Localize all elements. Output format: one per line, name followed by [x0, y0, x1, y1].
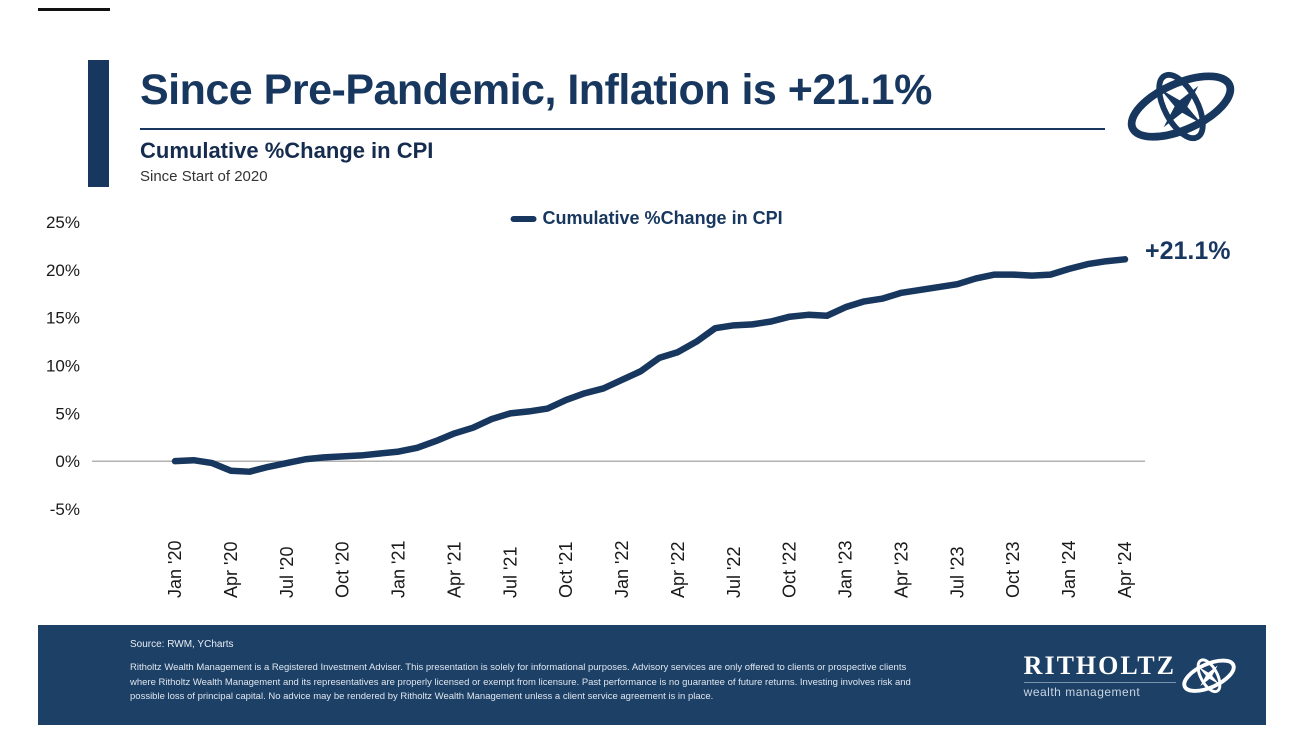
source-attribution: Source: RWM, YCharts [130, 639, 234, 650]
legend-label: Cumulative %Change in CPI [542, 208, 783, 228]
y-tick-label: 5% [55, 404, 80, 423]
x-tick-label: Apr '21 [444, 542, 464, 598]
rwm-compass-logo-footer-icon [1182, 658, 1236, 694]
x-tick-label: Apr '20 [221, 542, 241, 598]
x-tick-label: Jul '23 [947, 547, 967, 598]
x-tick-label: Jan '24 [1059, 541, 1079, 598]
rwm-compass-logo-icon [1127, 72, 1235, 142]
y-tick-label: 25% [46, 213, 80, 232]
title-accent-bar [88, 60, 109, 187]
legend-line-swatch [510, 215, 537, 222]
chart-legend: Cumulative %Change in CPI [510, 208, 783, 229]
x-tick-label: Jan '22 [612, 541, 632, 598]
page-title: Since Pre-Pandemic, Inflation is +21.1% [140, 66, 932, 114]
line-end-value-label: +21.1% [1145, 237, 1231, 265]
x-tick-label: Apr '22 [668, 542, 688, 598]
x-tick-label: Oct '21 [556, 542, 576, 598]
y-tick-label: 15% [46, 309, 80, 328]
y-tick-label: 0% [55, 452, 80, 471]
cpi-line-chart: 25% 20% 15% 10% 5% 0% -5% Jan '20 Apr '20 Jul '20… [46, 213, 1145, 598]
chart-subsubtitle: Since Start of 2020 [140, 168, 268, 185]
x-tick-label: Jan '23 [836, 541, 856, 598]
x-tick-label: Apr '23 [891, 542, 911, 598]
brand-block: RITHOLTZ wealth management [1023, 647, 1238, 705]
y-tick-label: 10% [46, 357, 80, 376]
footer-banner: Source: RWM, YCharts Ritholtz Wealth Man… [38, 625, 1266, 725]
x-tick-label: Jul '20 [277, 547, 297, 598]
cpi-cumulative-line [171, 256, 1129, 475]
x-tick-label: Jul '22 [724, 547, 744, 598]
x-tick-label: Oct '20 [333, 542, 353, 598]
x-tick-label: Jan '21 [389, 541, 409, 598]
x-tick-label: Oct '23 [1003, 542, 1023, 598]
chart-subtitle: Cumulative %Change in CPI [140, 138, 434, 163]
decorative-top-line [38, 8, 110, 11]
y-tick-label: 20% [46, 261, 80, 280]
x-tick-label: Jul '21 [500, 547, 520, 598]
x-tick-label: Jan '20 [165, 541, 185, 598]
x-tick-label: Oct '22 [780, 542, 800, 598]
x-tick-label: Apr '24 [1115, 542, 1135, 598]
y-tick-label: -5% [50, 500, 80, 519]
brand-name: RITHOLTZ [1023, 651, 1176, 680]
brand-tagline: wealth management [1023, 682, 1176, 699]
title-underline [140, 128, 1105, 130]
legal-disclaimer: Ritholtz Wealth Management is a Register… [130, 662, 911, 703]
